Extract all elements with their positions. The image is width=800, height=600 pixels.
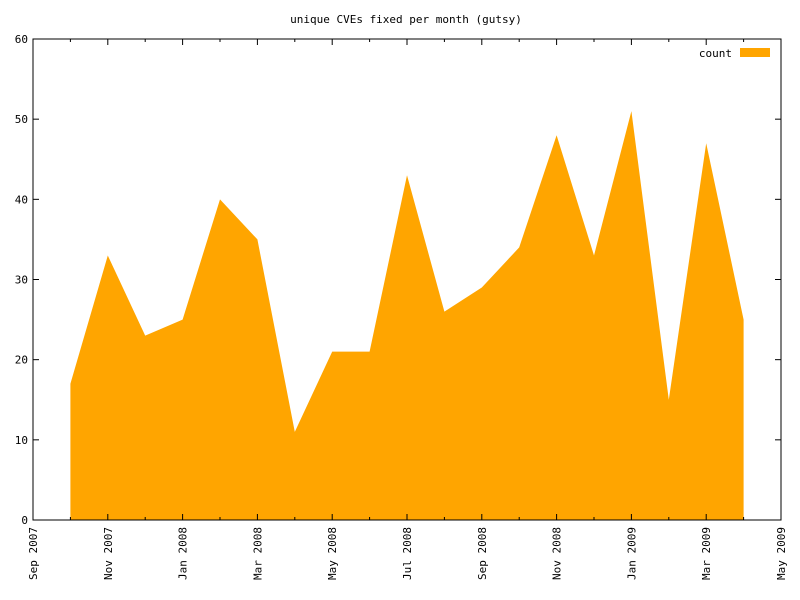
y-axis: 0 10 20 30 40 50 60 — [15, 33, 781, 527]
y-tick-label: 10 — [15, 434, 28, 447]
x-tick-label: Jan 2009 — [625, 527, 638, 580]
chart-title: unique CVEs fixed per month (gutsy) — [290, 13, 522, 26]
x-tick-label: Mar 2008 — [251, 527, 264, 580]
y-tick-label: 30 — [15, 274, 28, 287]
x-tick-label: May 2009 — [775, 527, 788, 580]
x-tick-label: Jan 2008 — [177, 527, 190, 580]
y-tick-label: 40 — [15, 193, 28, 206]
x-axis: Sep 2007 Nov 2007 Jan 2008 Mar 2008 May 2008… — [27, 39, 788, 580]
legend-label: count — [699, 47, 732, 60]
y-tick-label: 20 — [15, 354, 28, 367]
x-tick-label: Mar 2009 — [700, 527, 713, 580]
legend-swatch — [740, 48, 770, 57]
x-tick-label: Sep 2007 — [27, 527, 40, 580]
plot-frame — [32, 38, 782, 521]
legend: count — [699, 47, 770, 60]
x-tick-label: Nov 2007 — [102, 527, 115, 580]
y-tick-label: 50 — [15, 113, 28, 126]
x-tick-label: Jul 2008 — [401, 527, 414, 580]
area-series-count — [70, 111, 744, 521]
x-tick-label: Nov 2008 — [551, 527, 564, 580]
x-tick-label: May 2008 — [326, 527, 339, 580]
x-tick-label: Sep 2008 — [476, 527, 489, 580]
y-tick-label: 0 — [21, 514, 28, 527]
y-tick-label: 60 — [15, 33, 28, 46]
